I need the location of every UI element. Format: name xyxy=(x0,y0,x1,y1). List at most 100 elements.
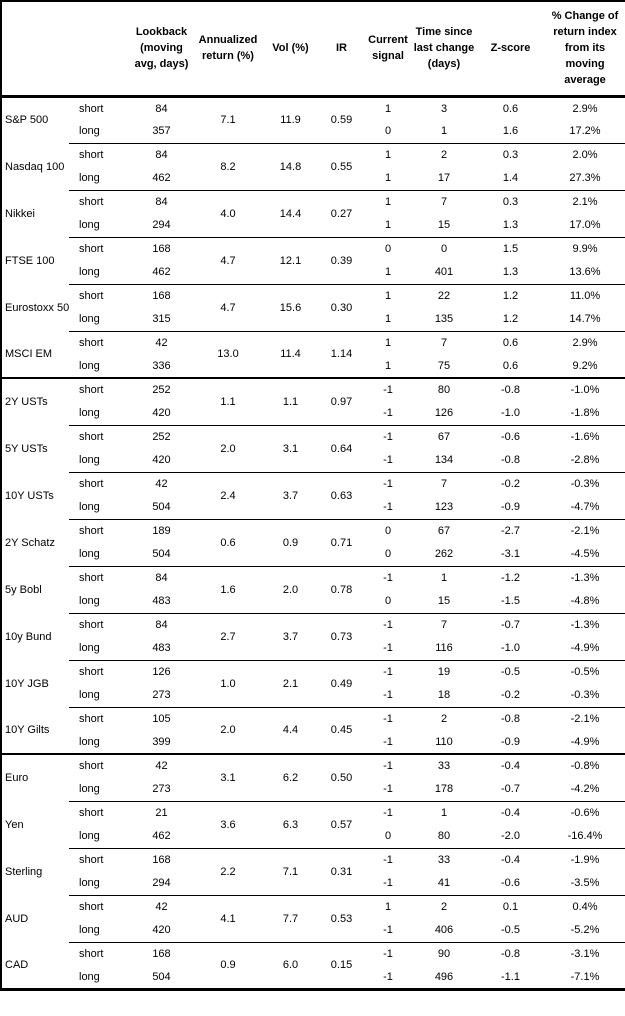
pct-change-value: 2.1% xyxy=(545,189,625,214)
current-signal-value: 0 xyxy=(384,830,392,842)
time-since-value: 134 xyxy=(434,454,454,466)
z-score-value: 1.4 xyxy=(502,172,519,184)
current-signal-value: 1 xyxy=(384,219,392,231)
z-score-value: -0.6 xyxy=(501,877,520,889)
annualized-return-value: 2.7 xyxy=(194,612,262,660)
horizon-label: short xyxy=(69,941,129,966)
time-since-value: 7 xyxy=(412,330,476,355)
instrument-row-short: S&P 500 short 84 7.1 11.9 0.59 1 3 0.6 2.9% xyxy=(1,96,625,127)
pct-change-value: 2.9% xyxy=(572,102,598,115)
horizon-label: long xyxy=(79,454,100,466)
vol-value: 14.8 xyxy=(262,142,319,190)
horizon-label: short xyxy=(69,142,129,167)
ir-value: 0.71 xyxy=(319,518,364,566)
current-signal-value: 1 xyxy=(384,359,392,372)
time-since-value: 126 xyxy=(434,407,454,419)
horizon-label: short xyxy=(69,471,129,496)
instrument-row-short: MSCI EM short 42 13.0 11.4 1.14 1 7 0.6 2.9% xyxy=(1,330,625,378)
z-score-value: 1.3 xyxy=(502,266,519,278)
annualized-return-value: 0.6 xyxy=(194,518,262,566)
instrument-name: 2Y Schatz xyxy=(5,536,55,549)
instrument-name: 10y Bund xyxy=(5,630,52,643)
time-since-value: 110 xyxy=(435,735,453,748)
column-header-ir: IR xyxy=(319,1,364,98)
time-since-value: 18 xyxy=(437,689,451,701)
lookback-value: 504 xyxy=(152,548,171,560)
pct-change-value: 27.3% xyxy=(569,172,601,184)
lookback-value: 84 xyxy=(129,189,194,214)
instrument-row-long: long 462 1 17 1.4 27.3% xyxy=(1,167,625,191)
horizon-label: short xyxy=(69,753,129,778)
current-signal-value: 1 xyxy=(364,283,412,308)
ir-value: 0.63 xyxy=(319,471,364,519)
annualized-return-value: 2.0 xyxy=(194,424,262,472)
ir-value: 0.49 xyxy=(319,659,364,707)
instrument-row-short: AUD short 42 4.1 7.7 0.53 1 2 0.1 0.4% xyxy=(1,894,625,942)
time-since-value: 19 xyxy=(412,659,476,684)
horizon-label: short xyxy=(69,377,129,402)
pct-change-value: -1.9% xyxy=(545,847,625,872)
instrument-row-long: long 294 1 15 1.3 17.0% xyxy=(1,214,625,238)
table-body: S&P 500 short 84 7.1 11.9 0.59 1 3 0.6 2.9% long 35… xyxy=(1,96,625,989)
ir-value: 0.59 xyxy=(330,114,353,126)
current-signal-value: -1 xyxy=(383,501,393,513)
ir-value: 0.30 xyxy=(319,283,364,331)
z-score-value: -0.2 xyxy=(501,689,520,701)
horizon-label: short xyxy=(69,612,129,637)
lookback-value: 84 xyxy=(129,612,194,637)
z-score-value: 1.3 xyxy=(502,219,519,231)
annualized-return-value: 0.9 xyxy=(194,941,262,989)
instrument-row-short: 10Y JGB short 126 1.0 2.1 0.49 -1 19 -0.5 -0.5% xyxy=(1,659,625,707)
z-score-value: 1.2 xyxy=(502,313,519,325)
column-header-current-signal: Current signal xyxy=(364,1,412,98)
current-signal-value: 0 xyxy=(384,595,392,607)
z-score-value: -0.4 xyxy=(476,847,545,872)
ir-value: 0.73 xyxy=(319,612,364,660)
z-score-value: -0.5 xyxy=(501,924,520,936)
z-score-value: 0.6 xyxy=(502,359,519,372)
ir-value: 0.97 xyxy=(319,377,364,425)
current-signal-value: 0 xyxy=(364,236,412,261)
vol-value: 3.7 xyxy=(262,612,319,660)
instrument-row-short: Nikkei short 84 4.0 14.4 0.27 1 7 0.3 2.1% xyxy=(1,189,625,237)
current-signal-value: 1 xyxy=(384,102,392,115)
pct-change-value: 13.6% xyxy=(569,266,601,278)
z-score-value: -0.7 xyxy=(476,612,545,637)
ir-value: 0.45 xyxy=(319,706,364,754)
current-signal-value: -1 xyxy=(383,735,393,748)
instrument-name: Euro xyxy=(1,753,69,801)
annualized-return-value: 8.2 xyxy=(194,142,262,190)
annualized-return-value: 3.6 xyxy=(194,800,262,848)
current-signal-value: -1 xyxy=(364,565,412,590)
annualized-return-value: 1.0 xyxy=(194,659,262,707)
current-signal-value: 0 xyxy=(384,125,392,137)
pct-change-value: -4.7% xyxy=(570,501,600,513)
lookback-value: 399 xyxy=(152,735,171,748)
z-score-value: -0.8 xyxy=(501,454,520,466)
column-header-time-since-last-change: Time since last change (days) xyxy=(412,1,476,98)
pct-change-value: 14.7% xyxy=(569,313,601,325)
lookback-value: 273 xyxy=(152,689,171,701)
z-score-value: -1.0 xyxy=(501,642,520,654)
time-since-value: 401 xyxy=(434,266,454,278)
lookback-value: 21 xyxy=(129,800,194,825)
current-signal-value: -1 xyxy=(364,377,412,402)
current-signal-value: 0 xyxy=(364,518,412,543)
current-signal-value: 1 xyxy=(364,189,412,214)
time-since-value: 75 xyxy=(437,359,451,372)
instrument-name: 10Y USTs xyxy=(5,489,54,502)
instrument-name: Sterling xyxy=(5,865,43,878)
pct-change-value: 11.0% xyxy=(545,283,625,308)
current-signal-value: -1 xyxy=(383,642,393,654)
horizon-label: short xyxy=(69,659,129,684)
horizon-label: long xyxy=(79,266,100,278)
current-signal-value: -1 xyxy=(364,612,412,637)
current-signal-value: -1 xyxy=(364,753,412,778)
z-score-value: -1.0 xyxy=(501,407,520,419)
instrument-row-long: long 462 0 80 -2.0 -16.4% xyxy=(1,825,625,849)
time-since-value: 3 xyxy=(440,102,448,115)
column-header-annualized-return: Annualized return (%) xyxy=(194,1,262,98)
vol-value: 3.7 xyxy=(262,471,319,519)
horizon-label: long xyxy=(79,924,100,936)
